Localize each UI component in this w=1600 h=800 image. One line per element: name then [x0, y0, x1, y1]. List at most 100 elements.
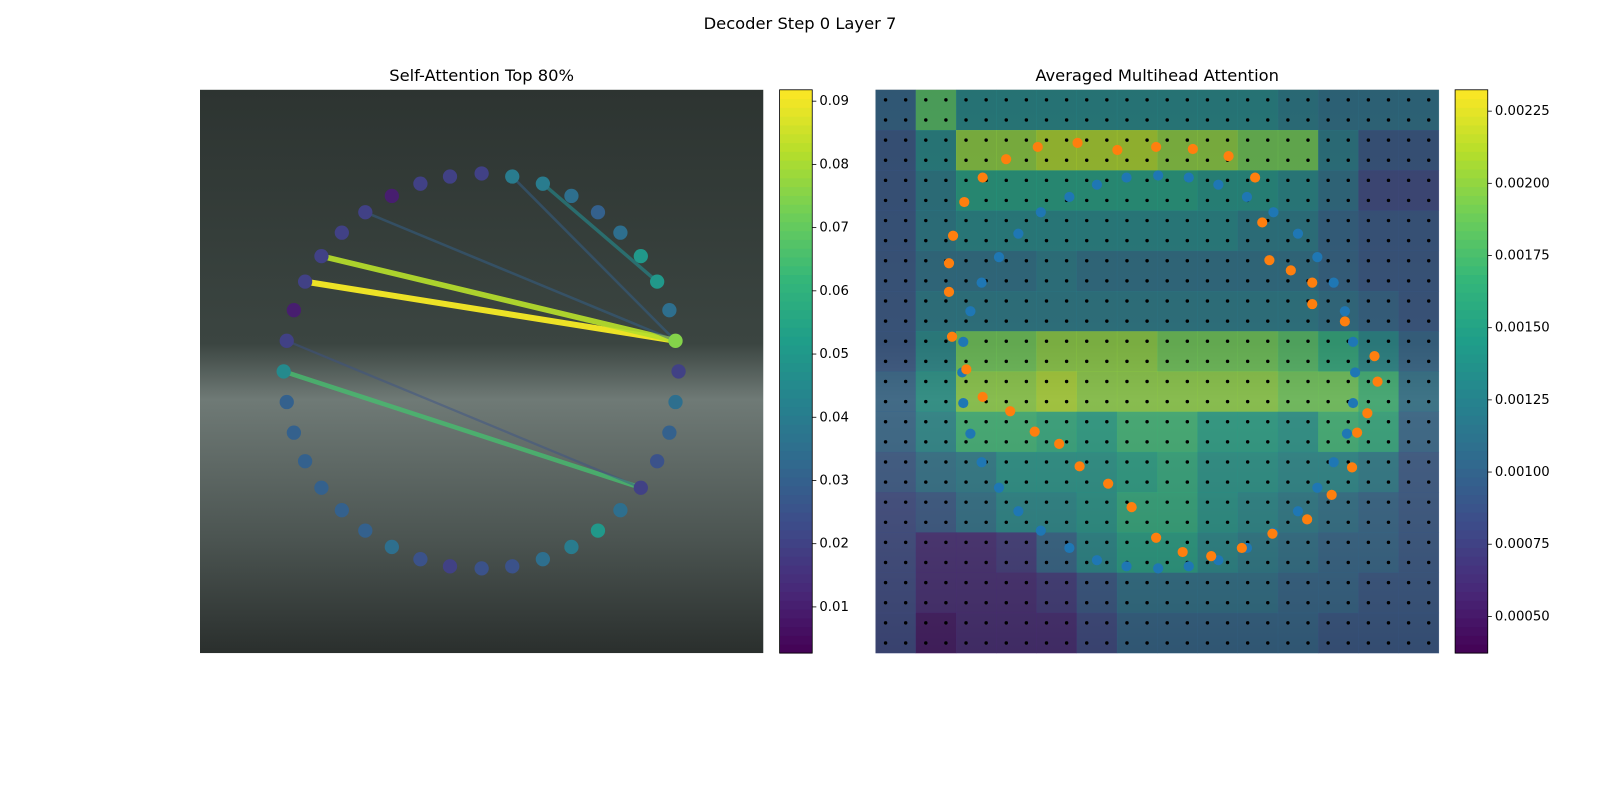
reference-dot — [903, 218, 908, 223]
colorbar-band — [779, 485, 813, 496]
reference-dot — [903, 460, 908, 464]
reference-dot — [1105, 218, 1109, 223]
reference-dot — [1145, 621, 1149, 625]
colorbar-band — [1455, 309, 1488, 320]
reference-dot — [964, 560, 968, 565]
sampling-point — [1001, 154, 1012, 165]
reference-dot — [1205, 399, 1210, 404]
reference-dot — [1004, 601, 1009, 605]
reference-dot — [1406, 419, 1411, 424]
colorbar-band — [1455, 362, 1488, 372]
colorbar-band — [1455, 565, 1488, 575]
heatmap-cell — [996, 130, 1037, 171]
reference-dot — [1426, 580, 1431, 585]
reference-dot — [944, 218, 948, 223]
reference-dot — [1346, 621, 1350, 625]
reference-dot — [883, 138, 888, 142]
reference-dot — [1366, 460, 1371, 464]
heatmap-cell — [996, 572, 1037, 614]
sampling-point — [1177, 546, 1188, 558]
colorbar-band — [779, 494, 813, 504]
query-point — [535, 552, 550, 567]
query-point — [662, 303, 677, 318]
reference-dot — [1286, 440, 1290, 444]
reference-dot — [1105, 399, 1109, 404]
reference-dot — [964, 500, 968, 504]
reference-dot — [1085, 419, 1089, 424]
attention-edge — [304, 278, 676, 344]
reference-dot — [1044, 460, 1049, 464]
reference-dot — [1085, 520, 1089, 525]
heatmap-cell — [1358, 210, 1399, 252]
reference-dot — [1245, 299, 1250, 303]
reference-dot — [1225, 500, 1230, 504]
heatmap-cell — [955, 250, 997, 292]
reference-dot — [1085, 560, 1089, 565]
heatmap-cell — [1237, 572, 1279, 614]
reference-dot — [1245, 601, 1250, 605]
reference-dot — [1266, 480, 1270, 484]
reference-dot — [903, 621, 908, 625]
reference-dot — [1165, 621, 1169, 625]
reference-dot — [1044, 440, 1049, 444]
heatmap-cell — [1358, 411, 1399, 453]
reference-dot — [1004, 560, 1009, 565]
reference-dot — [903, 118, 908, 122]
reference-dot — [1426, 198, 1431, 203]
sampling-point — [1213, 179, 1224, 190]
reference-dot — [1406, 138, 1411, 142]
reference-dot — [1125, 158, 1129, 162]
heatmap-cell — [1277, 170, 1319, 211]
reference-dot — [1306, 138, 1310, 142]
reference-dot — [964, 379, 968, 384]
reference-dot — [1346, 178, 1350, 183]
reference-dot — [1085, 238, 1089, 243]
reference-dot — [1085, 540, 1089, 545]
reference-dot — [1346, 359, 1350, 364]
heatmap-cell — [915, 130, 957, 171]
reference-dot — [1346, 641, 1350, 645]
reference-dot — [1225, 621, 1230, 625]
reference-dot — [1085, 621, 1089, 625]
heatmap-cell — [1197, 492, 1238, 533]
reference-dot — [1326, 138, 1330, 142]
reference-dot — [1085, 460, 1089, 464]
reference-dot — [1386, 259, 1391, 263]
reference-dot — [1125, 440, 1129, 444]
reference-dot — [1366, 500, 1371, 504]
reference-dot — [1406, 178, 1411, 183]
reference-dot — [903, 419, 908, 424]
reference-dot — [1245, 158, 1250, 162]
reference-dot — [1024, 520, 1029, 525]
reference-dot — [1346, 440, 1350, 444]
heatmap-cell — [1197, 250, 1238, 292]
reference-dot — [984, 560, 988, 565]
reference-dot — [1326, 379, 1330, 384]
reference-dot — [1286, 359, 1290, 364]
reference-dot — [1225, 520, 1230, 525]
colorbar-band — [1455, 107, 1488, 117]
colorbar-band — [779, 538, 813, 548]
colorbar-band — [1455, 556, 1488, 566]
heatmap-cell — [1277, 371, 1319, 412]
reference-dot — [1346, 460, 1350, 464]
reference-dot — [1004, 540, 1009, 545]
reference-dot — [1406, 339, 1411, 343]
reference-dot — [1386, 621, 1391, 625]
reference-dot — [1004, 399, 1009, 404]
reference-dot — [1346, 580, 1350, 585]
reference-dot — [944, 238, 948, 243]
reference-dot — [883, 540, 888, 545]
reference-dot — [1426, 299, 1431, 303]
heatmap-cell — [875, 250, 917, 292]
colorbar-tick-label: 0.08 — [819, 157, 849, 172]
heatmap-cell — [1076, 492, 1118, 533]
reference-dot — [1266, 98, 1270, 102]
reference-dot — [964, 238, 968, 243]
heatmap-cell — [1358, 572, 1399, 614]
reference-dot — [1286, 178, 1290, 183]
reference-dot — [1266, 500, 1270, 504]
reference-dot — [1286, 580, 1290, 585]
heatmap-cell — [1398, 572, 1440, 614]
heatmap-cell — [1116, 290, 1158, 332]
